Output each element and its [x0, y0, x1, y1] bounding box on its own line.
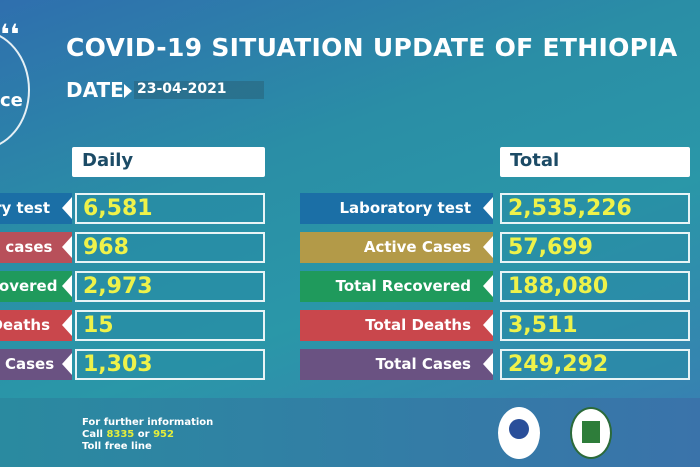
- notch-arrow-icon: [483, 197, 493, 219]
- total-row-label: Total Recovered: [300, 271, 493, 302]
- total-row: Total Recovered 188,080: [0, 271, 700, 302]
- arrow-icon: [124, 84, 132, 98]
- notch-arrow-icon: [62, 314, 72, 336]
- total-row-value: 249,292: [500, 349, 690, 380]
- total-row-label: Laboratory test: [300, 193, 493, 224]
- quote-mark-icon: ❛❛: [0, 18, 20, 51]
- or-label: or: [137, 429, 150, 440]
- daily-row: covered 2,973: [0, 271, 700, 302]
- total-row-value: 3,511: [500, 310, 690, 341]
- notch-arrow-icon: [483, 275, 493, 297]
- notch-arrow-icon: [62, 275, 72, 297]
- notch-arrow-icon: [483, 353, 493, 375]
- hotline-2: 952: [153, 429, 174, 440]
- footer-line3: Toll free line: [82, 441, 152, 452]
- institute-seal-logo: [570, 407, 612, 459]
- footer-line1: For further information: [82, 417, 214, 428]
- total-header: Total: [500, 147, 690, 177]
- daily-row-label: covered: [0, 271, 72, 302]
- total-row: Total Deaths 3,511: [0, 310, 700, 341]
- daily-row-label: y Cases: [0, 349, 72, 380]
- daily-header: Daily: [72, 147, 265, 177]
- daily-row-label: e cases: [0, 232, 72, 263]
- daily-row-value: 15: [75, 310, 265, 341]
- ministry-seal-logo: [498, 407, 540, 459]
- daily-row: Deaths 15: [0, 310, 700, 341]
- daily-row: e cases 968: [0, 232, 700, 263]
- notch-arrow-icon: [483, 236, 493, 258]
- daily-row-value: 1,303: [75, 349, 265, 380]
- daily-row-value: 968: [75, 232, 265, 263]
- logo-text: ce: [0, 90, 23, 111]
- date-label: DATE: [66, 78, 124, 102]
- contact-info: For further information Call 8335 or 952…: [82, 417, 213, 453]
- daily-row-value: 6,581: [75, 193, 265, 224]
- call-label: Call: [82, 429, 103, 440]
- total-row-label: Active Cases: [300, 232, 493, 263]
- page-title: COVID-19 SITUATION UPDATE OF ETHIOPIA: [66, 33, 678, 62]
- total-row-label: Total Cases: [300, 349, 493, 380]
- daily-row: y Cases 1,303: [0, 349, 700, 380]
- hotline-1: 8335: [106, 429, 135, 440]
- total-row: Active Cases 57,699: [0, 232, 700, 263]
- notch-arrow-icon: [62, 197, 72, 219]
- total-row-label: Total Deaths: [300, 310, 493, 341]
- daily-row-value: 2,973: [75, 271, 265, 302]
- date-value: 23-04-2021: [134, 81, 264, 99]
- total-row-value: 2,535,226: [500, 193, 690, 224]
- total-row-value: 188,080: [500, 271, 690, 302]
- notch-arrow-icon: [62, 353, 72, 375]
- daily-row-label: Deaths: [0, 310, 72, 341]
- total-row-value: 57,699: [500, 232, 690, 263]
- total-row: Laboratory test 2,535,226: [0, 193, 700, 224]
- daily-row-label: ry test: [0, 193, 72, 224]
- daily-row: ry test 6,581: [0, 193, 700, 224]
- notch-arrow-icon: [62, 236, 72, 258]
- total-row: Total Cases 249,292: [0, 349, 700, 380]
- notch-arrow-icon: [483, 314, 493, 336]
